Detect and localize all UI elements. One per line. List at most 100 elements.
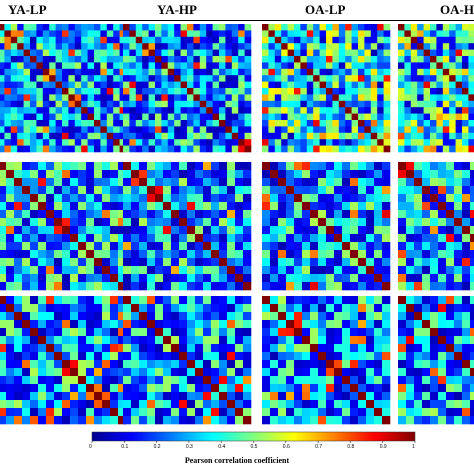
heatmap-cell <box>42 139 50 146</box>
heatmap-cell <box>438 178 447 187</box>
heatmap-cell <box>102 360 111 369</box>
heatmap-cell <box>300 43 308 50</box>
heatmap-cell <box>6 312 15 321</box>
heatmap-cell <box>171 416 180 425</box>
heatmap-cell <box>195 170 204 179</box>
heatmap-cell <box>113 43 120 50</box>
heatmap-cell <box>131 218 140 227</box>
heatmap-cell <box>398 242 407 251</box>
heatmap-cell <box>211 304 220 313</box>
heatmap-cell <box>148 36 156 44</box>
heatmap-cell <box>30 226 39 235</box>
heatmap-cell <box>370 49 378 57</box>
heatmap-cell <box>0 304 7 313</box>
heatmap-cell <box>123 30 130 38</box>
heatmap-cell <box>211 258 220 267</box>
heatmap-cell <box>334 250 343 259</box>
heatmap-cell <box>262 352 271 361</box>
heatmap-cell <box>42 120 50 127</box>
heatmap-cell <box>147 170 156 179</box>
heatmap-cell <box>286 194 295 203</box>
heatmap-cell <box>286 226 295 235</box>
heatmap-cell <box>131 360 140 369</box>
heatmap-cell <box>180 126 188 134</box>
heatmap-cell <box>326 312 335 321</box>
heatmap-cell <box>244 24 252 31</box>
heatmap-cell <box>195 328 204 337</box>
heatmap-cell <box>212 88 220 95</box>
heatmap-cell <box>281 56 288 63</box>
heatmap-cell <box>14 274 23 283</box>
heatmap-cell <box>155 132 162 140</box>
heatmap-cell <box>123 376 132 385</box>
heatmap-cell <box>78 416 87 425</box>
heatmap-cell <box>42 56 50 63</box>
heatmap-cell <box>286 266 295 275</box>
heatmap-cell <box>100 36 108 44</box>
heatmap-cell <box>55 62 63 70</box>
heatmap-cell <box>342 186 351 195</box>
heatmap-cell <box>274 120 282 127</box>
heatmap-cell <box>118 266 127 275</box>
heatmap-cell <box>42 68 50 76</box>
heatmap-cell <box>123 408 132 417</box>
heatmap-cell <box>87 100 95 108</box>
heatmap-cell <box>332 49 340 57</box>
heatmap-cell <box>262 62 269 70</box>
heatmap-cell <box>106 88 114 95</box>
heatmap-cell <box>366 194 375 203</box>
heatmap-cell <box>179 392 188 401</box>
heatmap-cell <box>30 242 39 251</box>
heatmap-cell <box>454 170 463 179</box>
heatmap-cell <box>81 126 88 134</box>
heatmap-cell <box>398 282 407 291</box>
heatmap-cell <box>142 132 149 140</box>
heatmap-cell <box>70 162 79 171</box>
heatmap-cell <box>454 408 463 417</box>
heatmap-cell <box>294 202 303 211</box>
heatmap-cell <box>414 266 423 275</box>
heatmap-cell <box>370 43 378 50</box>
heatmap-cell <box>350 186 359 195</box>
heatmap-cell <box>0 36 5 44</box>
heatmap-cell <box>30 43 37 50</box>
heatmap-cell <box>326 88 333 95</box>
heatmap-cell <box>54 360 63 369</box>
heatmap-cell <box>351 113 359 121</box>
heatmap-cell <box>351 75 359 82</box>
heatmap-cell <box>302 416 311 425</box>
heatmap-cell <box>147 218 156 227</box>
heatmap-cell <box>436 100 444 108</box>
heatmap-cell <box>139 352 148 361</box>
heatmap-cell <box>94 416 103 425</box>
heatmap-cell <box>6 416 15 425</box>
heatmap-cell <box>414 202 423 211</box>
heatmap-cell <box>106 100 114 108</box>
heatmap-cell <box>423 107 431 114</box>
heatmap-cell <box>468 49 474 57</box>
heatmap-cell <box>462 36 469 44</box>
heatmap-cell <box>454 210 463 219</box>
heatmap-cell <box>78 234 87 243</box>
heatmap-cell <box>358 30 365 38</box>
heatmap-cell <box>262 30 269 38</box>
heatmap-cell <box>94 94 101 102</box>
heatmap-cell <box>70 226 79 235</box>
heatmap-cell <box>94 43 101 50</box>
heatmap-cell <box>30 49 37 57</box>
heatmap-cell <box>211 392 220 401</box>
heatmap-cell <box>68 120 76 127</box>
heatmap-cell <box>46 408 55 417</box>
heatmap-cell <box>100 88 108 95</box>
heatmap-cell <box>147 392 156 401</box>
heatmap-cell <box>414 194 423 203</box>
heatmap-cell <box>442 107 450 114</box>
heatmap-cell <box>118 202 127 211</box>
heatmap-cell <box>310 360 319 369</box>
heatmap-cell <box>110 400 119 409</box>
heatmap-cell <box>171 266 180 275</box>
heatmap-cell <box>123 36 130 44</box>
heatmap-cell <box>123 43 130 50</box>
heatmap-cell <box>274 49 282 57</box>
heatmap-cell <box>417 94 424 102</box>
